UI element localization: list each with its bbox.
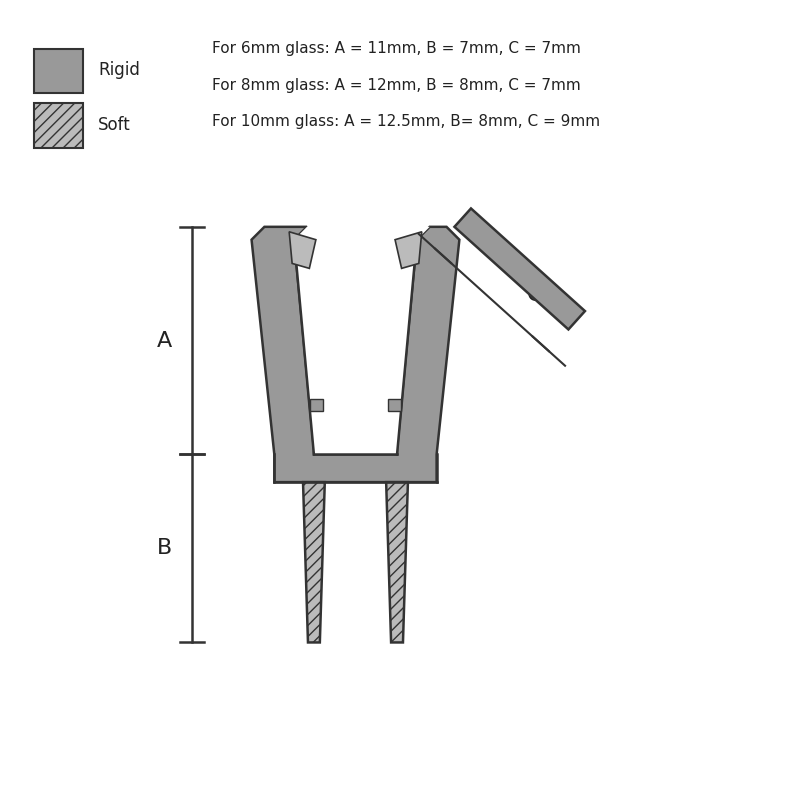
Polygon shape [310,398,323,411]
Text: For 10mm glass: A = 12.5mm, B= 8mm, C = 9mm: For 10mm glass: A = 12.5mm, B= 8mm, C = … [212,114,600,130]
Bar [34,103,83,148]
Polygon shape [454,209,585,330]
Bar [34,49,83,94]
Text: C: C [526,285,542,305]
Text: B: B [157,538,172,558]
Polygon shape [289,232,316,268]
Polygon shape [386,482,408,642]
Polygon shape [388,398,401,411]
Polygon shape [303,482,325,642]
Polygon shape [294,227,430,454]
Text: For 8mm glass: A = 12mm, B = 8mm, C = 7mm: For 8mm glass: A = 12mm, B = 8mm, C = 7m… [212,78,581,93]
Polygon shape [395,232,422,268]
Text: Soft: Soft [98,116,131,134]
Polygon shape [251,227,459,482]
Text: A: A [157,330,172,350]
Text: For 6mm glass: A = 11mm, B = 7mm, C = 7mm: For 6mm glass: A = 11mm, B = 7mm, C = 7m… [212,41,581,56]
Text: Rigid: Rigid [98,62,140,79]
